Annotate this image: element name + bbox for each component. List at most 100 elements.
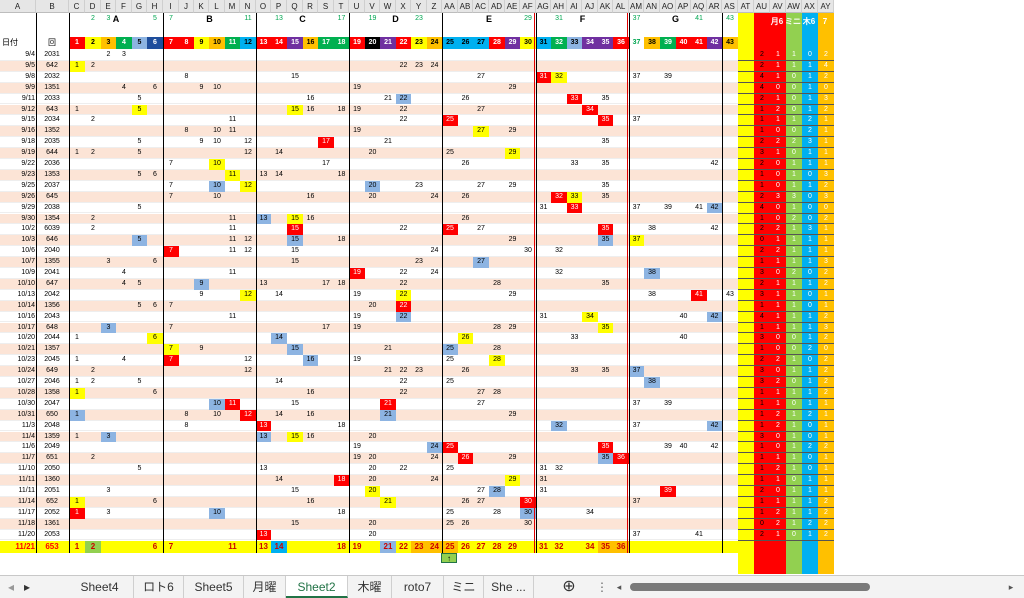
number-cell[interactable]: 2	[91, 116, 95, 124]
number-cell[interactable]: 31	[539, 465, 548, 473]
number-cell[interactable]: 29	[508, 236, 517, 244]
number-cell[interactable]: 34	[582, 104, 598, 116]
number-cell[interactable]: 27	[477, 105, 485, 113]
number-cell[interactable]: 6	[153, 170, 157, 178]
number-cell[interactable]: 31	[539, 312, 548, 320]
number-cell[interactable]: 29	[508, 290, 517, 298]
column-header-c[interactable]: C	[69, 0, 85, 13]
column-header-ap[interactable]: AP	[676, 0, 691, 13]
number-cell[interactable]: 28	[489, 486, 505, 497]
tab-sheet5[interactable]: Sheet5	[184, 576, 244, 598]
summary-number[interactable]: 26	[458, 540, 473, 553]
number-cell[interactable]: 15	[291, 258, 299, 266]
number-cell[interactable]: 8	[184, 127, 189, 135]
number-cell[interactable]: 37	[632, 116, 641, 124]
number-cell[interactable]: 13	[259, 170, 268, 178]
column-header-g[interactable]: G	[132, 0, 147, 13]
number-cell[interactable]: 24	[430, 247, 439, 255]
number-cell[interactable]: 4	[122, 356, 126, 364]
number-cell[interactable]: 38	[644, 268, 660, 279]
number-cell[interactable]: 14	[275, 149, 283, 157]
number-cell[interactable]: 19	[353, 290, 361, 298]
column-header-r[interactable]: R	[303, 0, 318, 13]
number-cell[interactable]: 22	[396, 289, 411, 301]
number-cell[interactable]: 4	[122, 269, 126, 276]
column-header-ad[interactable]: AD	[489, 0, 505, 13]
number-cell[interactable]: 7	[169, 160, 173, 167]
number-cell[interactable]: 2	[91, 149, 95, 157]
tab-she[interactable]: She ...	[484, 576, 534, 598]
number-cell[interactable]: 21	[384, 94, 392, 102]
number-cell[interactable]: 16	[306, 388, 315, 396]
number-cell[interactable]: 14	[271, 333, 287, 345]
number-cell[interactable]: 25	[446, 508, 454, 516]
number-cell[interactable]: 8	[184, 421, 189, 429]
column-header-v[interactable]: V	[365, 0, 380, 13]
number-cell[interactable]: 27	[477, 399, 485, 407]
number-cell[interactable]: 37	[632, 399, 641, 407]
number-cell[interactable]: 25	[442, 224, 458, 236]
number-cell[interactable]: 7	[163, 246, 179, 258]
column-header-aa[interactable]: AA	[442, 0, 458, 13]
number-cell[interactable]: 34	[582, 311, 598, 323]
number-cell[interactable]: 22	[399, 388, 408, 396]
summary-number[interactable]: 11	[225, 540, 240, 553]
number-cell[interactable]: 33	[567, 202, 582, 214]
tab-sheet-5[interactable]: 木曜	[348, 576, 392, 598]
summary-number[interactable]: 1	[69, 540, 85, 553]
summary-number[interactable]: 22	[396, 540, 411, 553]
number-cell[interactable]: 27	[477, 181, 485, 189]
tab-sheet2[interactable]: Sheet2	[286, 576, 348, 598]
number-cell[interactable]: 5	[137, 279, 142, 287]
number-cell[interactable]: 15	[291, 399, 299, 407]
number-cell[interactable]: 32	[555, 269, 563, 276]
number-cell[interactable]: 11	[228, 236, 237, 244]
number-cell[interactable]: 27	[477, 72, 485, 80]
number-cell[interactable]: 15	[291, 247, 299, 255]
number-cell[interactable]: 17	[318, 137, 334, 149]
number-cell[interactable]: 24	[430, 192, 439, 200]
number-cell[interactable]: 16	[306, 410, 315, 418]
number-cell[interactable]: 14	[275, 476, 283, 484]
number-cell[interactable]: 21	[380, 398, 396, 410]
number-cell[interactable]: 16	[306, 497, 315, 505]
number-cell[interactable]: 28	[493, 279, 501, 287]
number-cell[interactable]: 35	[598, 453, 613, 465]
number-cell[interactable]: 35	[601, 192, 610, 200]
number-cell[interactable]: 3	[106, 508, 111, 516]
number-cell[interactable]: 25	[446, 378, 454, 385]
number-cell[interactable]: 17	[322, 323, 330, 331]
number-cell[interactable]: 30	[524, 519, 532, 527]
number-cell[interactable]: 39	[664, 203, 672, 211]
summary-number[interactable]: 34	[582, 540, 598, 553]
number-cell[interactable]: 18	[337, 279, 346, 287]
number-cell[interactable]: 32	[551, 191, 567, 203]
number-cell[interactable]: 26	[461, 497, 470, 505]
number-cell[interactable]: 22	[396, 311, 411, 323]
number-cell[interactable]: 6	[153, 388, 157, 396]
number-cell[interactable]: 24	[427, 442, 442, 454]
column-header-m[interactable]: M	[225, 0, 240, 13]
summary-number[interactable]: 25	[442, 540, 458, 553]
number-cell[interactable]: 19	[353, 454, 361, 462]
tab-6[interactable]: ロト6	[134, 576, 184, 598]
number-cell[interactable]: 20	[368, 530, 377, 538]
number-cell[interactable]: 13	[256, 529, 271, 541]
number-cell[interactable]: 39	[664, 399, 672, 407]
number-cell[interactable]: 16	[306, 192, 315, 200]
column-header-w[interactable]: W	[380, 0, 396, 13]
number-cell[interactable]: 40	[679, 443, 688, 451]
number-cell[interactable]: 22	[396, 93, 411, 105]
number-cell[interactable]: 5	[132, 104, 147, 116]
column-header-e[interactable]: E	[101, 0, 116, 13]
number-cell[interactable]: 11	[228, 269, 237, 276]
number-cell[interactable]: 29	[505, 148, 520, 159]
number-cell[interactable]: 6	[153, 83, 157, 91]
number-cell[interactable]: 11	[228, 214, 237, 222]
number-cell[interactable]: 5	[137, 94, 142, 102]
number-cell[interactable]: 35	[598, 442, 613, 454]
number-cell[interactable]: 5	[137, 149, 142, 157]
number-cell[interactable]: 18	[337, 236, 346, 244]
number-cell[interactable]: 9	[199, 138, 204, 146]
column-header-as[interactable]: AS	[722, 0, 738, 13]
